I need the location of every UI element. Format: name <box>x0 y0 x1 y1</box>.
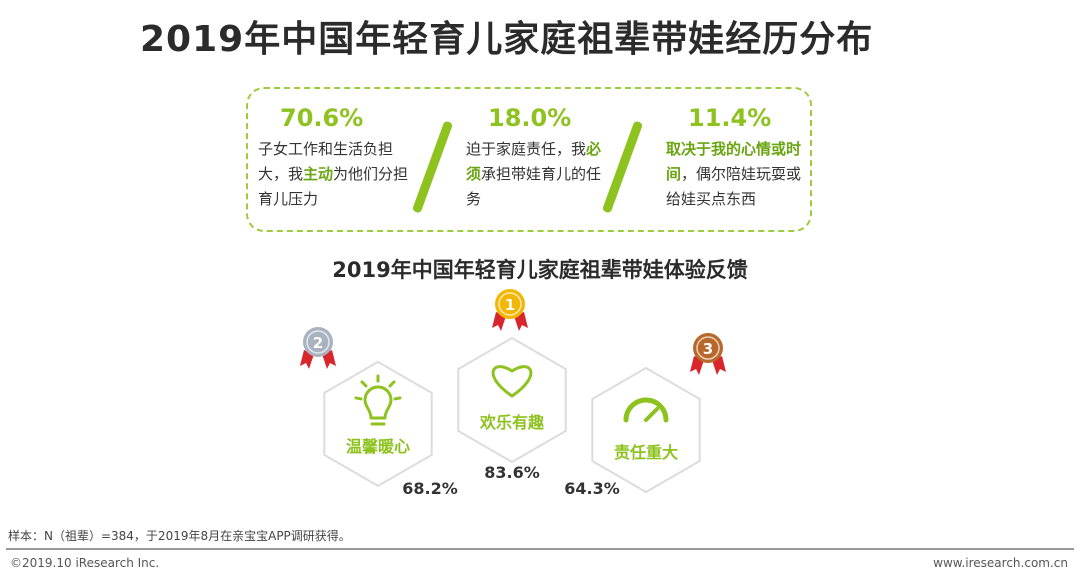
footer-divider <box>6 548 1074 550</box>
rank-medal-icon: 1 <box>492 289 528 331</box>
reason-percent: 70.6% <box>280 104 364 132</box>
page-title: 2019年中国年轻育儿家庭祖辈带娃经历分布 <box>140 19 874 60</box>
chart-title: 2019年中国年轻育儿家庭祖辈带娃体验反馈 <box>332 258 748 282</box>
value-label: 83.6% <box>484 463 540 482</box>
reason-text: 取决于我的心情或时间，偶尔陪娃玩耍或给娃买点东西 <box>666 140 802 208</box>
reason-item: 18.0% 迫于家庭责任，我必须承担带娃育儿的任务 <box>466 103 616 212</box>
hexagon-card <box>591 367 701 493</box>
rank-number: 2 <box>313 334 323 352</box>
feedback-bar: 欢乐有趣 1 83.6% <box>457 289 567 482</box>
rank-medal-icon: 3 <box>690 333 726 376</box>
hexagon-card <box>457 337 567 463</box>
gauge-icon <box>623 397 669 423</box>
reason-text: 子女工作和生活负担大，我主动为他们分担育儿压力 <box>258 140 409 208</box>
reasons-panel: 70.6% 子女工作和生活负担大，我主动为他们分担育儿压力 18.0% 迫于家庭… <box>246 87 812 232</box>
bar-label: 欢乐有趣 <box>479 413 545 432</box>
value-label: 64.3% <box>564 479 620 498</box>
heart-icon <box>491 365 533 398</box>
footnote: 样本：N（祖辈）=384，于2019年8月在亲宝宝APP调研获得。 <box>8 529 351 543</box>
reason-item: 70.6% 子女工作和生活负担大，我主动为他们分担育儿压力 <box>258 103 418 212</box>
lightbulb-icon <box>354 374 402 426</box>
reason-percent: 18.0% <box>488 104 572 132</box>
rank-medal-icon: 2 <box>300 326 336 369</box>
bar-label: 责任重大 <box>614 443 678 462</box>
website-link[interactable]: www.iresearch.com.cn <box>933 556 1068 570</box>
reason-item: 11.4% 取决于我的心情或时间，偶尔陪娃玩耍或给娃买点东西 <box>666 103 811 212</box>
reason-percent: 11.4% <box>688 104 772 132</box>
reason-highlight: 主动 <box>303 165 334 183</box>
reason-highlight: 必须 <box>466 140 602 183</box>
feedback-bar: 温馨暖心 2 68.2% <box>300 326 458 498</box>
reason-highlight: 取决于我的心情或时间 <box>666 140 802 183</box>
bar-label: 温馨暖心 <box>345 437 410 456</box>
feedback-bar: 责任重大 3 64.3% <box>564 333 726 498</box>
rank-number: 1 <box>505 296 515 314</box>
value-label: 68.2% <box>402 479 458 498</box>
copyright: ©2019.10 iResearch Inc. <box>10 556 160 570</box>
reason-text: 迫于家庭责任，我必须承担带娃育儿的任务 <box>466 140 602 208</box>
rank-number: 3 <box>703 340 713 358</box>
